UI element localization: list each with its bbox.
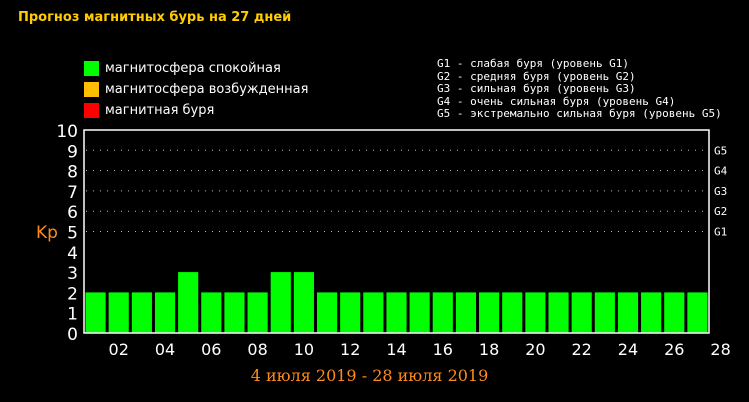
legend-label-quiet: магнитосфера спокойная: [105, 61, 281, 76]
y-tick-label-8: 8: [67, 163, 78, 183]
legend-item-excited: магнитосфера возбужденная: [84, 79, 308, 100]
y-tick-label-2: 2: [67, 284, 78, 304]
legend-item-storm: магнитная буря: [84, 100, 308, 121]
right-tick-label-g1: G1: [714, 226, 727, 239]
storm-level-g2: G2 - средняя буря (уровень G2): [437, 69, 636, 83]
x-tick-label-14: 14: [386, 340, 406, 359]
x-axis-label: 4 июля 2019 - 28 июля 2019: [251, 366, 489, 385]
x-tick-label-10: 10: [294, 340, 314, 359]
x-tick-label-20: 20: [525, 340, 545, 359]
storm-level-g5: G5 - экстремально сильная буря (уровень …: [437, 107, 722, 120]
bar-day-2: [108, 292, 129, 333]
bar-day-20: [525, 292, 546, 333]
x-tick-label-16: 16: [433, 340, 453, 359]
x-tick-label-24: 24: [618, 340, 638, 359]
bar-day-26: [664, 292, 685, 333]
right-tick-label-g4: G4: [714, 165, 728, 178]
legend-label-excited: магнитосфера возбужденная: [105, 82, 309, 97]
y-tick-label-4: 4: [67, 244, 78, 264]
y-tick-label-3: 3: [67, 264, 78, 284]
bar-day-25: [641, 292, 662, 333]
bar-day-8: [247, 292, 268, 333]
legend-item-quiet: магнитосфера спокойная: [84, 58, 308, 79]
y-tick-label-7: 7: [67, 183, 78, 203]
right-tick-label-g2: G2: [714, 205, 727, 218]
status-legend: магнитосфера спокойная магнитосфера возб…: [84, 58, 308, 121]
bar-day-18: [479, 292, 500, 333]
storm-level-g3: G3 - сильная буря (уровень G3): [437, 82, 636, 95]
bar-day-19: [502, 292, 523, 333]
bar-day-12: [340, 292, 361, 333]
bar-day-22: [571, 292, 592, 333]
x-tick-label-08: 08: [247, 340, 267, 359]
bar-day-24: [617, 292, 639, 333]
y-axis-label: Kp: [36, 223, 58, 243]
bar-day-15: [409, 292, 430, 333]
bar-day-5: [178, 272, 199, 333]
storm-level-g4: G4 - очень сильная буря (уровень G4): [437, 94, 676, 108]
x-tick-label-28: 28: [710, 340, 730, 359]
bar-day-11: [316, 292, 338, 333]
y-tick-label-1: 1: [67, 305, 78, 325]
bar-day-17: [455, 292, 477, 333]
legend-swatch-excited: [84, 82, 99, 97]
bar-day-7: [224, 292, 245, 333]
bar-day-23: [594, 292, 615, 333]
bar-day-14: [386, 292, 407, 333]
x-tick-label-04: 04: [155, 340, 175, 359]
legend-swatch-quiet: [84, 61, 99, 76]
y-tick-label-5: 5: [67, 224, 78, 244]
bar-day-13: [363, 292, 384, 333]
x-tick-label-06: 06: [201, 340, 221, 359]
storm-level-legend: G1 - слабая буря (уровень G1) G2 - средн…: [437, 57, 722, 121]
plot-frame: [83, 129, 710, 334]
bar-day-4: [154, 292, 176, 333]
bar-day-6: [201, 292, 222, 333]
bar-day-10: [293, 272, 314, 333]
x-tick-label-26: 26: [664, 340, 684, 359]
bar-day-3: [131, 292, 152, 333]
y-tick-label-10: 10: [56, 122, 78, 142]
x-tick-label-12: 12: [340, 340, 360, 359]
chart-title: Прогноз магнитных бурь на 27 дней: [18, 10, 292, 25]
y-tick-label-9: 9: [67, 142, 78, 162]
storm-level-g1: G1 - слабая буря (уровень G1): [437, 57, 630, 70]
legend-swatch-storm: [84, 103, 99, 118]
x-tick-label-22: 22: [572, 340, 592, 359]
y-tick-label-6: 6: [67, 203, 78, 223]
x-tick-label-18: 18: [479, 340, 499, 359]
bar-day-16: [432, 292, 453, 333]
right-tick-label-g5: G5: [714, 144, 727, 157]
bar-day-1: [85, 292, 106, 333]
right-tick-label-g3: G3: [714, 185, 727, 198]
bar-day-21: [548, 292, 569, 333]
bar-day-9: [270, 272, 291, 333]
legend-label-storm: магнитная буря: [105, 103, 215, 118]
bar-day-27: [687, 292, 708, 333]
x-tick-label-02: 02: [109, 340, 129, 359]
y-tick-label-0: 0: [67, 325, 78, 345]
